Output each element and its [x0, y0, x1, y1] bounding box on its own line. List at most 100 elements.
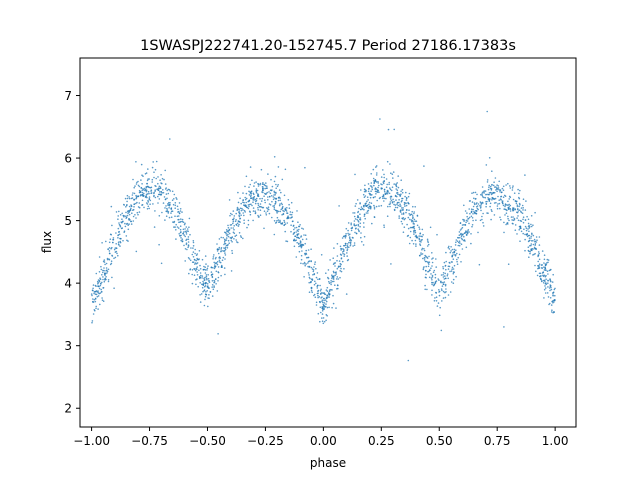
data-point: [391, 173, 394, 175]
data-point: [530, 223, 532, 226]
data-point: [494, 197, 497, 200]
data-point: [204, 269, 207, 271]
data-point: [127, 224, 129, 226]
data-point: [496, 190, 498, 193]
data-point: [352, 237, 354, 239]
data-point: [539, 277, 542, 280]
data-point: [283, 219, 285, 222]
data-point: [174, 215, 176, 217]
data-point: [353, 212, 356, 214]
data-point: [108, 258, 110, 260]
data-point: [214, 265, 217, 268]
data-point: [196, 274, 199, 276]
data-point: [448, 248, 451, 250]
data-point: [350, 223, 353, 226]
data-point: [489, 185, 492, 188]
data-point: [415, 243, 417, 245]
data-point: [94, 290, 96, 293]
data-point: [326, 315, 329, 317]
data-point: [170, 212, 172, 214]
data-point: [442, 272, 445, 274]
data-point: [230, 237, 233, 240]
data-point: [232, 210, 235, 212]
data-point: [526, 235, 529, 238]
data-point: [512, 216, 514, 218]
data-point: [530, 244, 532, 247]
data-point: [498, 199, 501, 201]
data-point: [403, 226, 406, 228]
data-point: [168, 216, 171, 219]
data-point: [273, 156, 276, 158]
data-point: [541, 264, 543, 266]
data-point: [235, 224, 238, 226]
data-point: [425, 260, 428, 263]
data-point: [285, 240, 287, 242]
data-point: [131, 212, 133, 214]
data-point: [524, 209, 527, 211]
data-point: [169, 204, 171, 206]
data-point: [94, 300, 97, 303]
data-point: [320, 311, 322, 314]
data-point: [522, 209, 524, 211]
data-point: [160, 193, 162, 195]
data-point: [405, 209, 408, 211]
data-point: [201, 258, 204, 261]
data-point: [404, 217, 407, 220]
data-point: [535, 236, 538, 238]
data-point: [184, 248, 187, 250]
data-point: [185, 243, 188, 246]
data-point: [426, 245, 429, 247]
data-point: [168, 201, 170, 204]
data-point: [444, 275, 446, 277]
data-point: [383, 180, 386, 182]
data-point: [321, 299, 324, 302]
data-point: [367, 212, 369, 214]
data-point: [326, 294, 329, 297]
data-point: [549, 269, 551, 271]
data-point: [398, 215, 401, 217]
data-point: [227, 233, 229, 236]
data-point: [532, 243, 535, 246]
data-point: [518, 192, 520, 195]
data-point: [178, 233, 180, 235]
data-point: [161, 177, 164, 180]
data-point: [234, 220, 237, 223]
data-point: [437, 302, 440, 304]
data-point: [353, 215, 356, 218]
data-point: [199, 301, 202, 303]
y-tick-label: 5: [64, 214, 72, 228]
data-point: [117, 254, 119, 257]
data-point: [270, 189, 273, 192]
data-point: [294, 227, 296, 229]
data-point: [213, 254, 215, 256]
data-point: [192, 245, 195, 247]
data-point: [359, 222, 362, 225]
data-point: [143, 206, 145, 209]
data-point: [253, 182, 256, 184]
data-point: [546, 292, 549, 294]
data-point: [355, 224, 358, 226]
data-point: [426, 238, 429, 241]
data-point: [287, 199, 290, 201]
data-point: [112, 238, 114, 241]
data-point: [244, 211, 246, 213]
data-point: [277, 197, 280, 199]
data-point: [227, 229, 230, 232]
data-point: [430, 277, 433, 279]
data-point: [172, 203, 175, 206]
data-point: [262, 182, 264, 184]
data-point: [450, 246, 452, 248]
data-point: [450, 250, 452, 252]
data-point: [488, 186, 490, 188]
data-point: [146, 182, 148, 185]
data-point: [505, 223, 507, 226]
data-point: [133, 186, 135, 189]
data-point: [542, 274, 544, 277]
data-point: [474, 210, 477, 212]
data-point: [210, 266, 213, 269]
data-point: [128, 213, 131, 216]
data-point: [424, 276, 427, 279]
data-point: [101, 281, 103, 284]
data-point: [222, 256, 225, 259]
data-point: [166, 207, 168, 210]
